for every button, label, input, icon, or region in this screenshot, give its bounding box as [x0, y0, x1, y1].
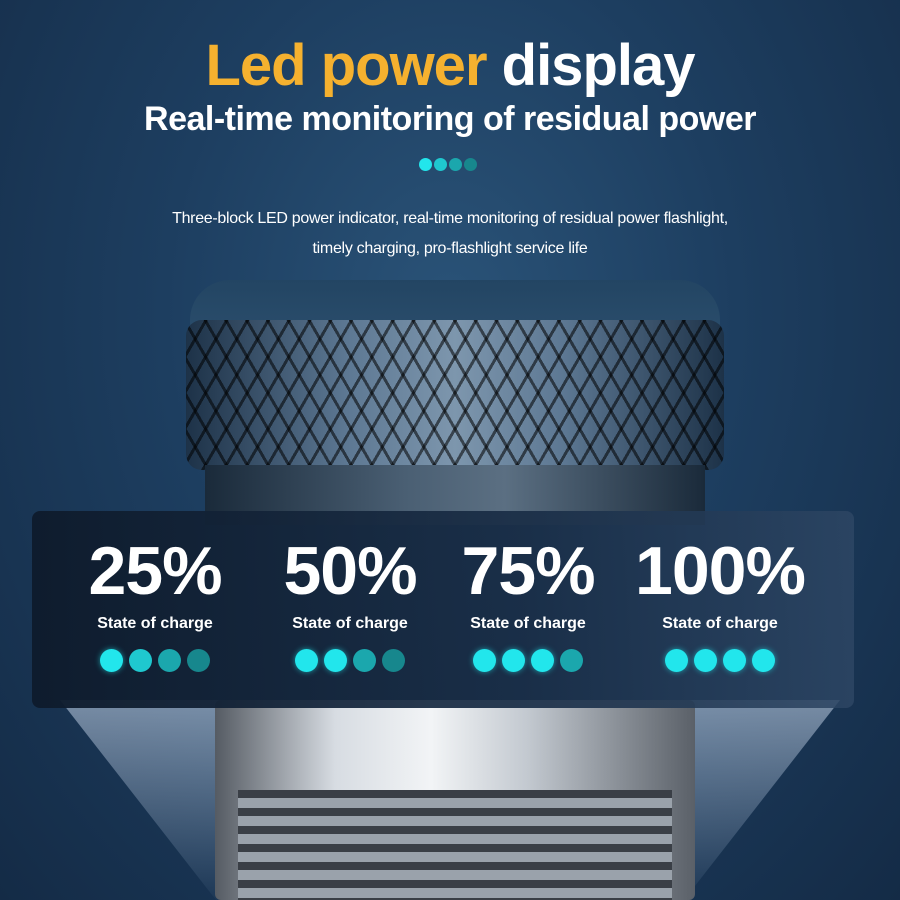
led-dot-icon	[129, 649, 152, 672]
page-title: Led power display	[205, 33, 695, 98]
flashlight-knurled-grip	[186, 320, 724, 470]
led-dot-icon	[382, 649, 405, 672]
led-dot-icon	[324, 649, 347, 672]
charge-level-50: 50% State of charge	[250, 531, 450, 672]
led-dot-icon	[187, 649, 210, 672]
led-dot-icon	[100, 649, 123, 672]
led-dot-icon	[419, 158, 432, 171]
charge-level-75: 75% State of charge	[428, 531, 628, 672]
led-dot-icon	[158, 649, 181, 672]
led-dot-icon	[560, 649, 583, 672]
decorative-dots	[419, 158, 477, 171]
led-indicator	[428, 649, 628, 672]
led-dot-icon	[295, 649, 318, 672]
led-dot-icon	[665, 649, 688, 672]
led-dot-icon	[464, 158, 477, 171]
led-dot-icon	[473, 649, 496, 672]
led-dot-icon	[449, 158, 462, 171]
led-indicator	[55, 649, 255, 672]
charge-levels-panel: 25% State of charge 50% State of charge 75…	[32, 511, 854, 708]
led-dot-icon	[502, 649, 525, 672]
subtitle: Real-time monitoring of residual power	[144, 100, 756, 138]
led-dot-icon	[694, 649, 717, 672]
flashlight-ring	[238, 790, 672, 900]
description: Three-block LED power indicator, real-ti…	[172, 210, 728, 257]
charge-level-25: 25% State of charge	[55, 531, 255, 672]
led-indicator	[620, 649, 820, 672]
led-dot-icon	[531, 649, 554, 672]
led-dot-icon	[752, 649, 775, 672]
charge-level-100: 100% State of charge	[620, 531, 820, 672]
led-dot-icon	[434, 158, 447, 171]
led-indicator	[250, 649, 450, 672]
led-dot-icon	[353, 649, 376, 672]
led-dot-icon	[723, 649, 746, 672]
